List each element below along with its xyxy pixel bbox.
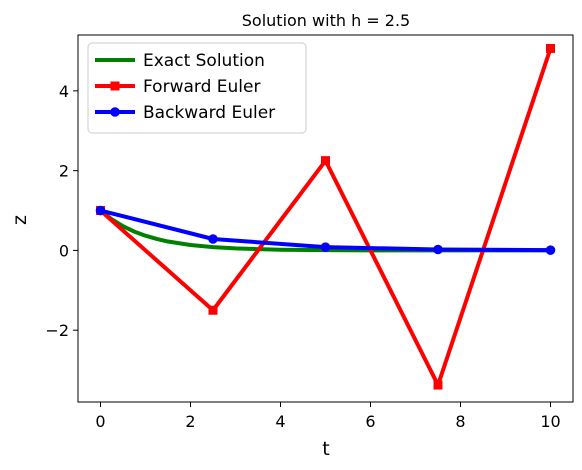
data-point-backward-euler: [433, 244, 443, 255]
data-point-backward-euler: [320, 242, 331, 252]
chart-title: Solution with h = 2.5: [242, 11, 410, 30]
data-point-forward-euler: [433, 380, 443, 390]
x-axis-label: t: [322, 438, 329, 460]
y-tick-label: 4: [59, 82, 69, 101]
data-point-forward-euler: [546, 43, 555, 53]
x-tick-label: 10: [540, 412, 560, 431]
x-tick-label: 2: [185, 412, 195, 431]
axes: [77, 34, 574, 403]
ticks: 0 2 4 6 8 10 −2 0 2 4: [45, 82, 560, 431]
plot-area: [95, 43, 556, 390]
legend-marker-backward-euler: [110, 107, 120, 117]
x-tick-label: 4: [275, 412, 285, 431]
legend-label-backward-euler: Backward Euler: [143, 103, 275, 123]
data-point-forward-euler: [208, 305, 218, 315]
x-tick-label: 0: [95, 412, 105, 431]
y-tick-label: −2: [45, 321, 69, 340]
legend: Exact Solution Forward Euler Backward Eule…: [87, 42, 307, 134]
data-point-backward-euler: [95, 205, 106, 216]
x-tick-label: 6: [365, 412, 375, 431]
legend-label-forward-euler: Forward Euler: [143, 77, 260, 97]
x-tick-label: 8: [455, 412, 465, 431]
axes-frame: [77, 34, 574, 403]
legend-box: [87, 42, 307, 134]
y-tick-label: 0: [59, 241, 69, 260]
legend-marker-forward-euler: [110, 81, 120, 91]
y-axis-label: z: [9, 215, 31, 225]
data-point-backward-euler: [208, 234, 218, 244]
legend-label-exact-solution: Exact Solution: [143, 51, 265, 71]
y-tick-label: 2: [59, 162, 69, 181]
data-point-forward-euler: [321, 156, 330, 166]
data-point-backward-euler: [545, 245, 556, 255]
